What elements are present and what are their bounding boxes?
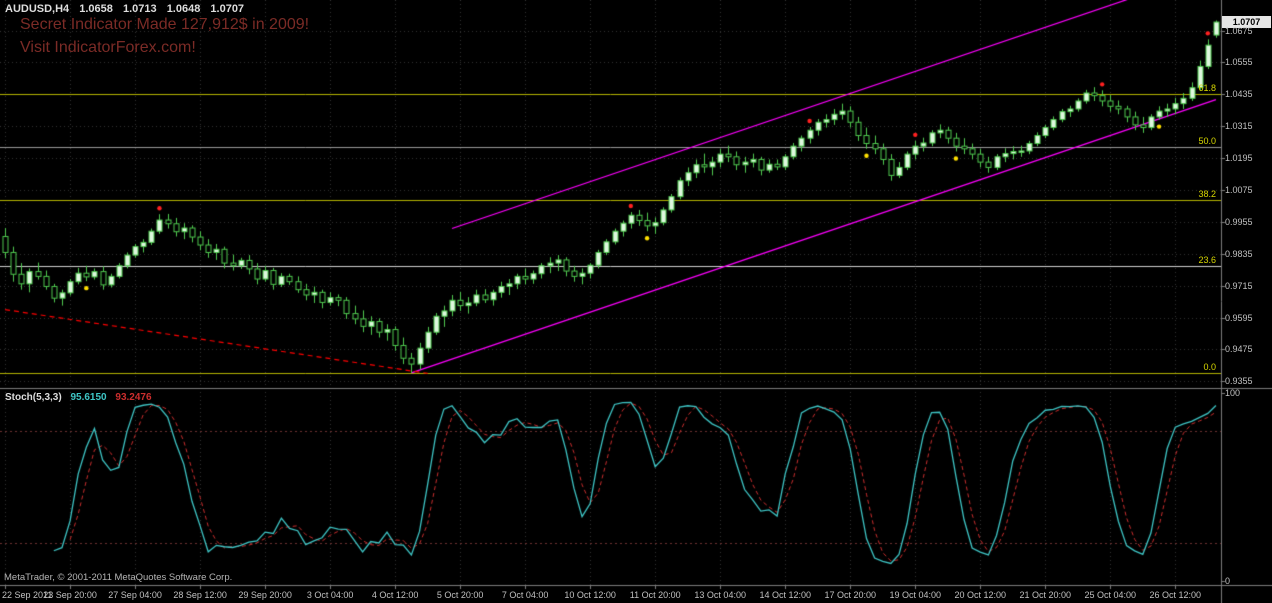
price-axis[interactable] <box>1222 0 1272 586</box>
time-axis[interactable] <box>0 587 1272 603</box>
